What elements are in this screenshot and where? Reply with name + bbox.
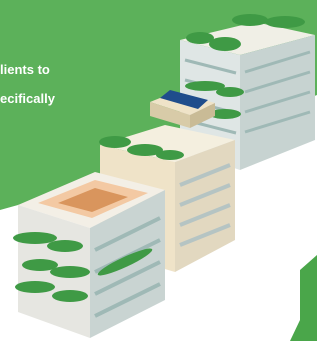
illustration: lients to ecifically (0, 0, 317, 341)
caption-line: ecifically (0, 91, 56, 106)
caption-line: lients to (0, 62, 50, 77)
page: lients to ecifically (0, 0, 317, 341)
